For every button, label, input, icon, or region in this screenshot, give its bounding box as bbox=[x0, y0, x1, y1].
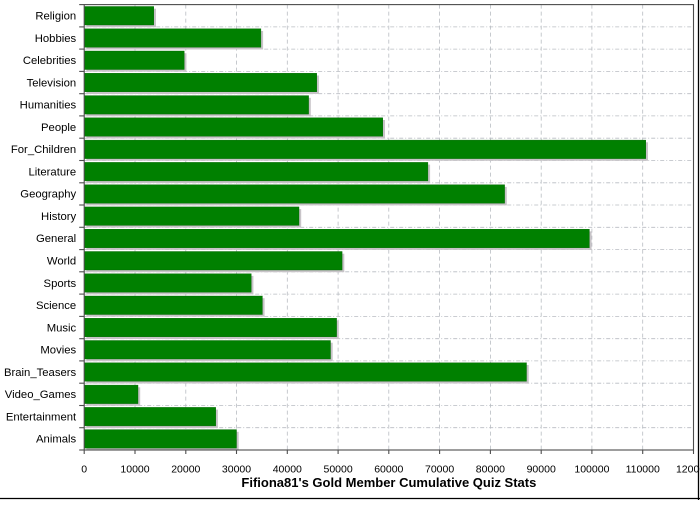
svg-text:Entertainment: Entertainment bbox=[6, 411, 77, 423]
svg-text:Religion: Religion bbox=[35, 11, 76, 23]
svg-text:Hobbies: Hobbies bbox=[35, 33, 77, 45]
svg-text:World: World bbox=[47, 256, 76, 268]
svg-text:For_Children: For_Children bbox=[11, 144, 76, 156]
svg-text:100000: 100000 bbox=[574, 464, 609, 476]
svg-text:110000: 110000 bbox=[626, 464, 660, 476]
svg-text:Brain_Teasers: Brain_Teasers bbox=[4, 367, 77, 379]
svg-text:History: History bbox=[41, 211, 76, 223]
svg-text:30000: 30000 bbox=[222, 464, 251, 476]
svg-text:0: 0 bbox=[81, 464, 87, 476]
svg-text:People: People bbox=[41, 122, 76, 134]
svg-text:Video_Games: Video_Games bbox=[5, 389, 77, 401]
svg-text:40000: 40000 bbox=[273, 464, 302, 476]
svg-text:120000: 120000 bbox=[676, 464, 700, 476]
svg-text:70000: 70000 bbox=[425, 464, 454, 476]
svg-text:Celebrities: Celebrities bbox=[23, 55, 77, 67]
svg-text:10000: 10000 bbox=[120, 464, 149, 476]
svg-text:Humanities: Humanities bbox=[20, 100, 77, 112]
svg-text:Fifiona81's Gold Member Cumula: Fifiona81's Gold Member Cumulative Quiz … bbox=[241, 475, 536, 490]
svg-text:Sports: Sports bbox=[44, 278, 77, 290]
svg-text:Literature: Literature bbox=[28, 166, 76, 178]
svg-text:Music: Music bbox=[47, 322, 77, 334]
svg-text:Animals: Animals bbox=[36, 434, 77, 446]
svg-text:Television: Television bbox=[27, 77, 77, 89]
svg-text:60000: 60000 bbox=[374, 464, 403, 476]
svg-text:90000: 90000 bbox=[527, 464, 556, 476]
svg-text:80000: 80000 bbox=[476, 464, 505, 476]
svg-text:General: General bbox=[36, 233, 76, 245]
svg-text:Science: Science bbox=[36, 300, 76, 312]
svg-text:50000: 50000 bbox=[323, 464, 352, 476]
svg-text:Movies: Movies bbox=[40, 345, 76, 357]
svg-text:Geography: Geography bbox=[20, 189, 76, 201]
svg-text:20000: 20000 bbox=[171, 464, 200, 476]
